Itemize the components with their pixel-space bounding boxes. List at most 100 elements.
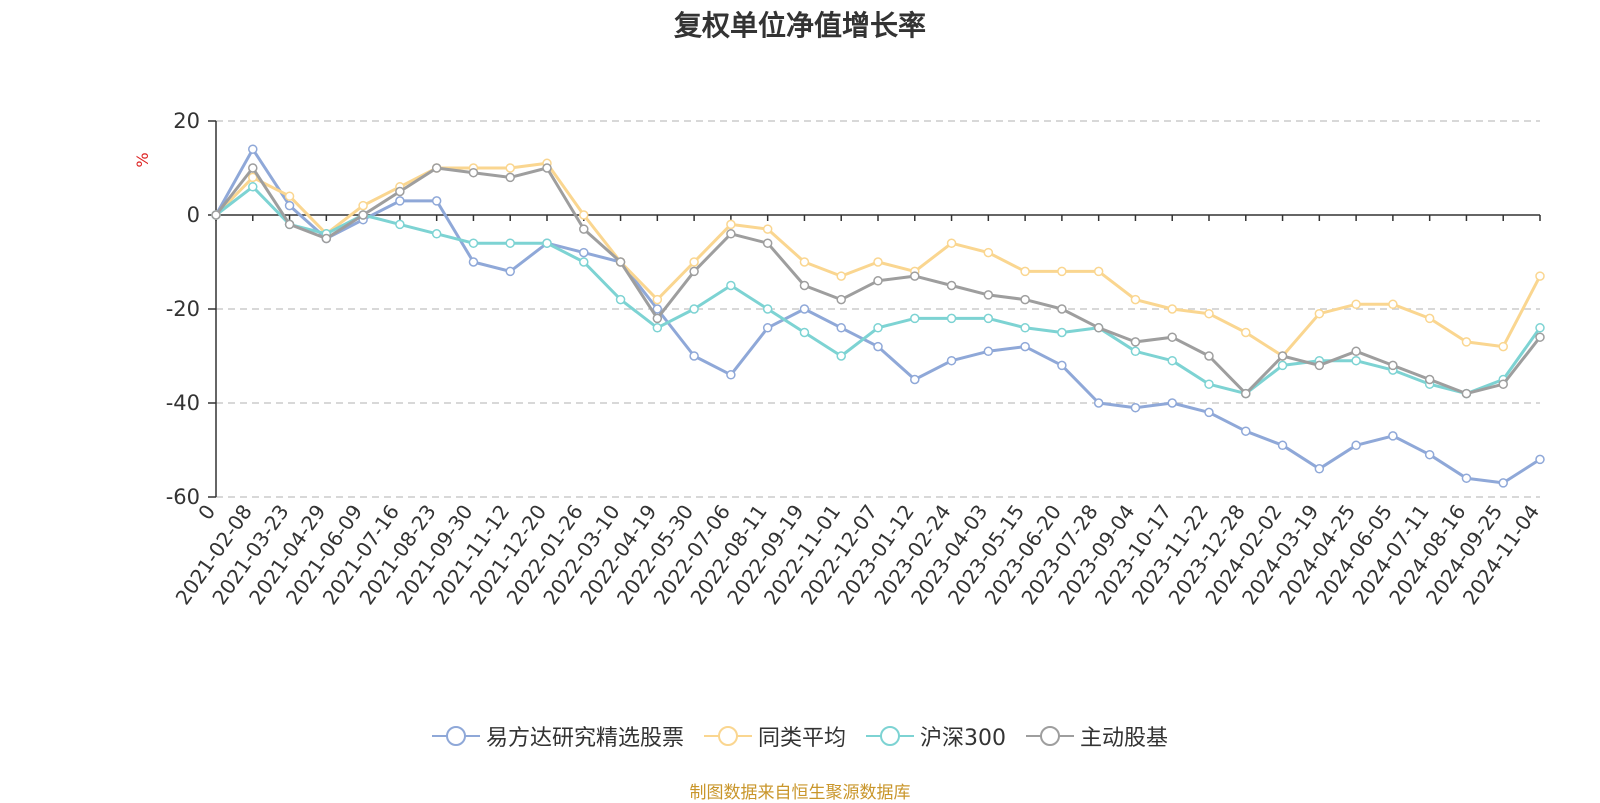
data-point [762,323,773,333]
data-point [799,257,810,267]
data-point [431,163,442,173]
data-point [1020,323,1030,333]
data-point [1277,440,1288,451]
data-point [652,294,663,305]
data-point [689,266,699,277]
data-point [321,233,332,244]
data-point [1167,304,1177,314]
data-point [726,219,736,230]
data-point [284,191,295,201]
data-point [431,196,442,206]
y-tick-label: 0 [187,203,200,227]
data-point [468,167,479,178]
legend-item-active-equity[interactable]: 主动股基 [1026,720,1168,752]
data-point [431,229,442,239]
data-point [1204,351,1214,361]
data-point [1461,473,1472,483]
data-point [1093,266,1104,277]
data-point [689,257,699,267]
data-point [873,276,883,286]
data-point [1314,464,1325,474]
data-point [762,304,773,314]
data-point [358,210,368,220]
legend-marker-icon [866,726,914,746]
data-point [579,257,589,267]
data-point [1535,271,1545,281]
data-point [983,290,994,300]
data-point [1130,402,1141,413]
data-point [1167,398,1177,408]
data-point [836,294,846,305]
data-point [1535,323,1545,333]
data-point [248,182,258,192]
data-point [1498,478,1508,488]
data-point [1388,299,1398,310]
data-point [799,280,810,291]
data-point [1388,431,1398,441]
data-point [248,144,258,154]
data-point [468,238,479,248]
data-point [1241,426,1251,436]
data-point [1093,323,1104,333]
data-point [873,341,883,352]
legend-item-peer-average[interactable]: 同类平均 [703,720,846,752]
source-note: 制图数据来自恒生聚源数据库 [689,783,911,803]
data-point [873,323,883,333]
data-point [1314,360,1325,371]
data-point [652,304,663,314]
data-point [1167,332,1177,342]
data-point [1057,327,1067,338]
data-point [762,224,773,234]
data-point [1461,337,1472,347]
data-point [946,280,957,291]
data-point [1167,355,1177,366]
data-point [799,327,810,338]
data-point [873,257,883,267]
data-point [726,229,736,239]
data-point [946,313,957,324]
data-point [946,355,957,366]
data-point [579,210,589,220]
data-point [395,219,405,230]
data-point [1351,346,1361,357]
y-tick-label: -60 [166,485,200,509]
y-axis: 20 0 -20 -40 -60 [166,109,217,509]
data-point [1424,449,1435,460]
data-point [1130,294,1141,305]
x-axis: 02021-02-082021-03-232021-04-292021-06-0… [171,214,1544,609]
legend-item-csi300[interactable]: 沪深300 [866,720,1006,752]
data-point [579,224,589,234]
data-point [615,257,626,267]
data-point [1093,398,1104,408]
data-point [726,280,736,291]
y-tick-label: -20 [166,297,200,321]
data-point [1424,313,1435,324]
data-point [1130,346,1141,357]
data-point [910,271,920,281]
legend-label: 主动股基 [1080,726,1169,751]
data-point [836,271,846,281]
data-point [284,219,295,230]
data-point [284,200,295,211]
legend-label: 易方达研究精选股票 [485,726,684,751]
data-point [983,346,994,357]
data-point [1020,294,1030,305]
data-point [1020,266,1030,277]
data-point [1535,332,1545,342]
data-point [468,257,479,267]
chart-title: 复权单位净值增长率 [673,9,926,42]
x-tick-label: 0 [193,500,220,524]
data-point [1424,374,1435,385]
legend-item-fund[interactable]: 易方达研究精选股票 [431,720,684,752]
y-tick-label: -40 [166,391,200,415]
data-point [1535,454,1545,465]
data-point [1351,440,1361,451]
data-point [248,172,258,183]
data-point [1204,308,1214,319]
data-point [983,313,994,324]
data-point [836,323,846,333]
data-point [358,200,368,211]
chart-svg: 20 0 -20 -40 -60 02021-02-082021-03-232021-0… [133,109,1545,609]
data-point [1020,341,1030,352]
data-point [1057,304,1067,314]
